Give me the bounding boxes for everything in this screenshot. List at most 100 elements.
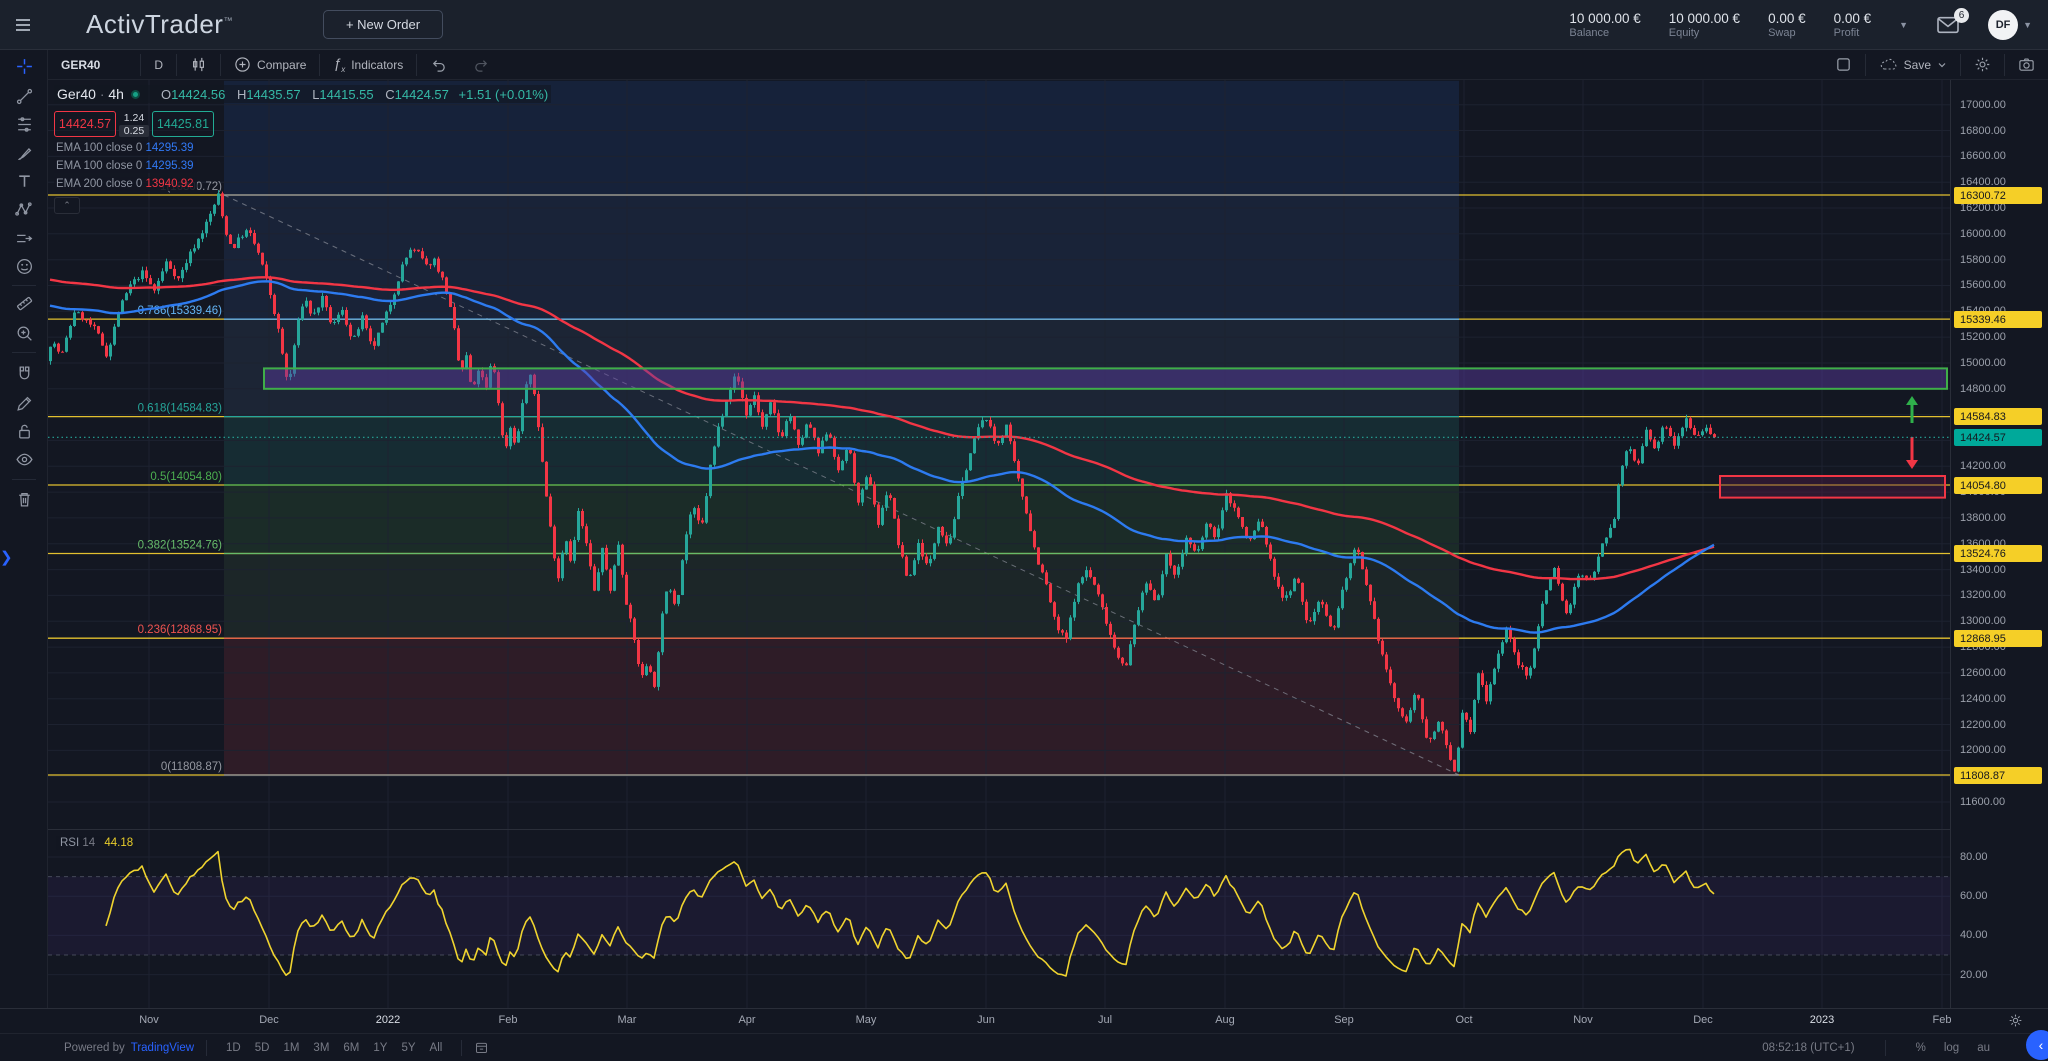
profit-caret-icon[interactable]: ▼ xyxy=(1899,19,1909,30)
range-button-1y[interactable]: 1Y xyxy=(373,1041,388,1054)
time-tick: Jun xyxy=(977,1014,995,1026)
profit-stat: 0.00 € Profit xyxy=(1833,10,1872,39)
sell-button[interactable]: 14424.57 xyxy=(54,111,116,137)
indicator-legend-row[interactable]: EMA 200 close 0 13940.92 xyxy=(54,177,198,191)
time-tick: Apr xyxy=(738,1014,756,1026)
axis-settings-gear-icon[interactable] xyxy=(2008,1013,2023,1028)
projection-icon[interactable] xyxy=(9,225,39,251)
price-line-label: 11808.87 xyxy=(1954,767,2042,784)
clock-label[interactable]: 08:52:18 (UTC+1) xyxy=(1762,1041,1855,1054)
new-order-button[interactable]: + New Order xyxy=(322,10,444,39)
compare-button[interactable]: Compare xyxy=(221,50,319,79)
time-tick: Feb xyxy=(1932,1014,1952,1026)
time-axis[interactable]: Nov Dec 2022 Feb Mar Apr May Jun Jul Aug Sep Oct Nov… xyxy=(0,1008,2048,1033)
collapse-panel-button[interactable]: ‹ xyxy=(2026,1030,2048,1060)
auto-scale-button[interactable]: au xyxy=(1977,1041,1990,1054)
time-tick: 2022 xyxy=(375,1014,401,1026)
price-tick: 16200.00 xyxy=(1960,202,2006,214)
fib-retracement-icon[interactable] xyxy=(9,111,39,137)
account-caret-icon[interactable]: ▼ xyxy=(2023,19,2032,30)
undo-icon[interactable] xyxy=(417,50,460,79)
price-tick: 12600.00 xyxy=(1960,667,2006,679)
chart-toolbar: GER40 D Compare ƒx Indicators xyxy=(48,50,2048,80)
price-tick: 13400.00 xyxy=(1960,564,2006,576)
expand-watchlist-icon[interactable]: ❯ xyxy=(0,549,13,566)
draw-icon[interactable] xyxy=(9,390,39,416)
indicator-legend-row[interactable]: EMA 100 close 0 14295.39 xyxy=(54,159,198,173)
zoom-in-icon[interactable] xyxy=(9,320,39,346)
redo-icon[interactable] xyxy=(460,50,503,79)
range-button-6m[interactable]: 6M xyxy=(343,1041,360,1054)
range-button-5d[interactable]: 5D xyxy=(254,1041,270,1054)
range-button-1m[interactable]: 1M xyxy=(283,1041,300,1054)
rsi-tick: 80.00 xyxy=(1960,851,1988,863)
price-tick: 15600.00 xyxy=(1960,279,2006,291)
balance-stat: 10 000.00 € Balance xyxy=(1569,10,1641,39)
drawing-toolbar xyxy=(0,50,48,1033)
price-tick: 16400.00 xyxy=(1960,176,2006,188)
brush-icon[interactable] xyxy=(9,140,39,166)
svg-text:0.786(15339.46): 0.786(15339.46) xyxy=(138,305,223,317)
cloud-save-button[interactable]: Save xyxy=(1866,56,1960,73)
price-line-label: 14584.83 xyxy=(1954,408,2042,425)
range-button-all[interactable]: All xyxy=(429,1041,443,1054)
screenshot-camera-icon[interactable] xyxy=(2005,56,2048,73)
lock-icon[interactable] xyxy=(9,418,39,444)
toolbar-separator xyxy=(12,285,36,286)
notifications-button[interactable]: 6 xyxy=(1936,7,1970,35)
svg-text:0.382(13524.76): 0.382(13524.76) xyxy=(138,540,223,552)
avatar[interactable]: DF xyxy=(1988,9,2019,40)
app-logo: ActivTrader™ xyxy=(86,9,233,39)
svg-text:0.5(14054.80): 0.5(14054.80) xyxy=(150,471,222,483)
indicator-legend-row[interactable]: EMA 100 close 0 14295.39 xyxy=(54,141,198,155)
price-tick: 15200.00 xyxy=(1960,331,2006,343)
time-tick: Nov xyxy=(1573,1014,1593,1026)
time-tick: Jul xyxy=(1097,1014,1113,1026)
settings-gear-icon[interactable] xyxy=(1961,56,2004,73)
xabcd-pattern-icon[interactable] xyxy=(9,196,39,222)
chart-legend: Ger40 · 4h O14424.56 H14435.57 L14415.55… xyxy=(54,85,552,214)
legend-collapse-button[interactable]: ⌃ xyxy=(54,197,80,214)
time-tick: Dec xyxy=(259,1014,279,1026)
layout-button[interactable] xyxy=(1822,56,1865,73)
emoji-icon[interactable] xyxy=(9,253,39,279)
price-chart[interactable]: 1(16300.72)0.786(15339.46)0.618(14584.83… xyxy=(48,80,1950,829)
timeframe-button[interactable]: D xyxy=(154,57,164,72)
svg-text:0(11808.87): 0(11808.87) xyxy=(161,761,222,773)
svg-text:0.618(14584.83): 0.618(14584.83) xyxy=(138,403,223,415)
rsi-chart[interactable] xyxy=(48,830,1950,1008)
indicators-button[interactable]: ƒx Indicators xyxy=(333,55,404,74)
bottom-toolbar: Powered by TradingView 1D 5D 1M 3M 6M 1Y 5Y All… xyxy=(0,1033,2048,1061)
goto-date-icon[interactable] xyxy=(474,1040,489,1055)
chart-style-button[interactable] xyxy=(177,50,220,79)
time-tick: Aug xyxy=(1215,1014,1235,1026)
percent-scale-button[interactable]: % xyxy=(1915,1041,1926,1054)
toolbar-separator xyxy=(12,479,36,480)
trash-icon[interactable] xyxy=(9,486,39,512)
rsi-tick: 20.00 xyxy=(1960,969,1988,981)
time-tick: Sep xyxy=(1334,1014,1354,1026)
symbol-button[interactable]: GER40 xyxy=(61,57,101,72)
buy-button[interactable]: 14425.81 xyxy=(152,111,214,137)
ruler-icon[interactable] xyxy=(9,290,39,316)
legend-symbol[interactable]: Ger40 · 4h xyxy=(57,86,124,102)
range-button-1d[interactable]: 1D xyxy=(226,1041,241,1054)
rsi-legend: RSI 14 44.18 xyxy=(56,836,138,850)
price-axis[interactable]: 11600.0011800.0012000.0012200.0012400.00… xyxy=(1950,80,2048,1008)
menu-icon[interactable] xyxy=(0,16,46,34)
range-button-3m[interactable]: 3M xyxy=(313,1041,330,1054)
pane-separator[interactable] xyxy=(48,829,1950,830)
text-icon[interactable] xyxy=(9,168,39,194)
price-tick: 11600.00 xyxy=(1960,796,2006,808)
eye-icon[interactable] xyxy=(9,446,39,472)
tradingview-link[interactable]: TradingView xyxy=(130,1041,195,1054)
trend-line-icon[interactable] xyxy=(9,83,39,109)
time-tick: Oct xyxy=(1455,1014,1473,1026)
price-tick: 12400.00 xyxy=(1960,693,2006,705)
log-scale-button[interactable]: log xyxy=(1943,1041,1960,1054)
price-tick: 17000.00 xyxy=(1960,99,2006,111)
range-button-5y[interactable]: 5Y xyxy=(401,1041,416,1054)
magnet-icon[interactable] xyxy=(9,360,39,386)
crosshair-icon[interactable] xyxy=(9,53,39,79)
time-tick: Mar xyxy=(617,1014,637,1026)
